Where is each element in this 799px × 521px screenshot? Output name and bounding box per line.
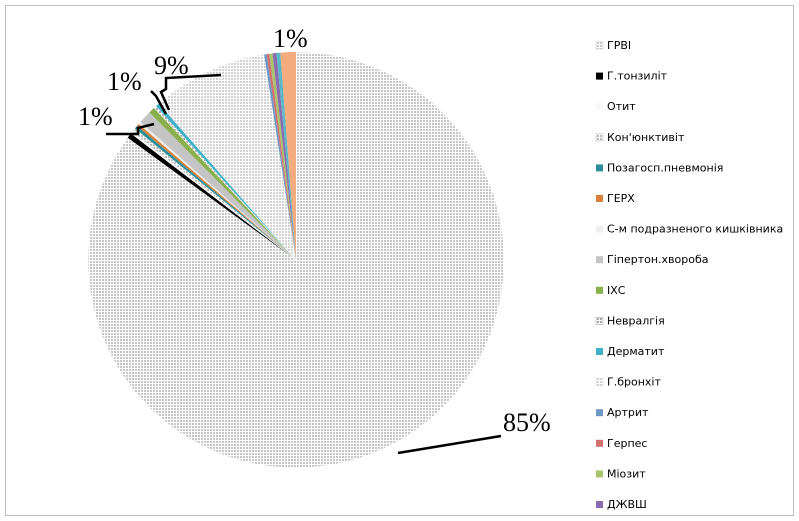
legend-label: ГРВІ xyxy=(607,39,631,52)
legend-label: Гіпертон.хвороба xyxy=(607,253,709,266)
legend-swatch-іхс xyxy=(596,286,603,294)
legend-swatch-г-тонзиліт xyxy=(596,72,603,80)
legend-swatch-дерматит xyxy=(596,348,603,355)
leader-line xyxy=(150,90,168,115)
pie-slice-невралгія xyxy=(153,105,297,261)
pie-slice-other xyxy=(280,52,296,260)
legend-swatch-г-бронхіт xyxy=(595,378,604,386)
data-label: 1% xyxy=(273,24,308,53)
legend-swatch-грві xyxy=(595,41,604,50)
pie-slice-артрит xyxy=(264,54,296,261)
pie-slice-іхс xyxy=(149,107,296,261)
data-label: 85% xyxy=(503,408,551,437)
legend-swatch-с-м-подразненого-кишківника xyxy=(596,225,603,233)
legend-label: ДЖВШ xyxy=(607,498,647,511)
pie-slice-дерматит xyxy=(156,103,296,260)
pie-slice-г-бронхіт xyxy=(158,54,297,261)
data-label: 9% xyxy=(154,51,189,80)
data-label: 1% xyxy=(107,67,142,96)
pie-slice-с-м-подразненого-кишківника xyxy=(138,121,296,261)
legend-label: Позагосп.пневмонія xyxy=(607,161,723,174)
data-label: 1% xyxy=(78,102,113,131)
legend-label: Г.бронхіт xyxy=(607,376,661,389)
leader-line xyxy=(159,73,222,111)
leader-line xyxy=(397,434,502,455)
pie-slice-герх xyxy=(136,123,296,260)
legend-swatch-невралгія xyxy=(595,317,604,325)
legend-label: Дерматит xyxy=(607,345,665,358)
pie-slice-г-тонзиліт xyxy=(127,133,297,260)
legend-label: ІХС xyxy=(607,284,626,297)
legend-swatch-кон-юнктивіт xyxy=(595,133,604,142)
pie-chart: 85% 9% 1% 1% 1% ГРВІ Г.тонзиліт Отит Кон'юнктив… xyxy=(78,24,783,511)
legend-swatch-артрит xyxy=(596,409,603,417)
pie-slice-всд xyxy=(276,52,296,261)
pie-slice-позагосп-пневмонія xyxy=(134,125,296,260)
legend-swatch-джвш xyxy=(596,501,603,508)
legend-swatch-герпес xyxy=(596,439,603,447)
legend-label: С-м подразненого кишківника xyxy=(607,223,783,236)
legend-label: ГЕРХ xyxy=(607,192,635,205)
pie-slice-міозит xyxy=(269,53,296,261)
legend-swatch-герх xyxy=(596,195,603,202)
legend-label: Г.тонзиліт xyxy=(607,70,668,83)
legend-swatch-отит xyxy=(596,103,603,111)
legend-label: Невралгія xyxy=(607,314,665,327)
legend-swatch-міозит xyxy=(596,470,603,478)
pie-slice-джвш xyxy=(272,52,296,260)
pie-slice-герпес xyxy=(266,53,296,261)
chart-frame: 85% 9% 1% 1% 1% ГРВІ Г.тонзиліт Отит Кон'юнктив… xyxy=(5,5,794,516)
legend-label: Міозит xyxy=(607,467,646,480)
legend-label: Отит xyxy=(607,100,636,113)
pie-slice-гіпертон-хвороба xyxy=(140,112,296,261)
legend-swatch-гіпертон-хвороба xyxy=(596,256,603,264)
leader-line xyxy=(106,122,155,136)
legend-label: Артрит xyxy=(607,406,649,419)
legend-label: Кон'юнктивіт xyxy=(607,131,685,144)
legend-swatch-позагосп-пневмонія xyxy=(596,164,603,172)
legend-label: Герпес xyxy=(607,437,647,450)
pie-slice-кон-юнктивіт xyxy=(131,128,297,261)
